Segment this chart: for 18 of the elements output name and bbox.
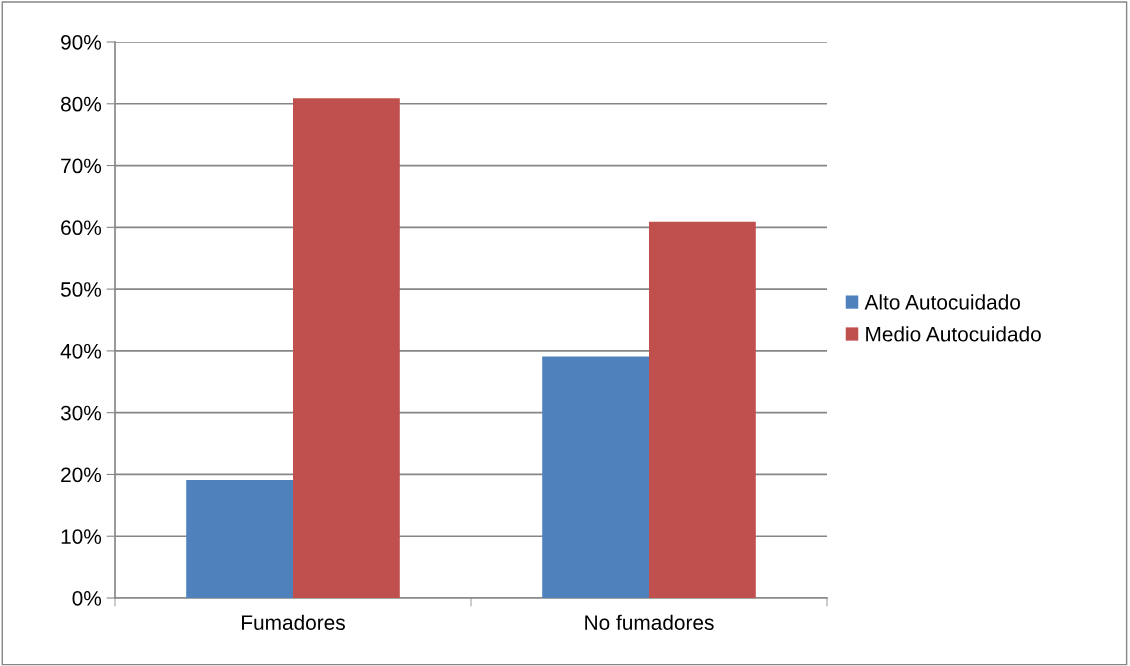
y-tick-label: 60% [61,220,102,236]
legend-label: Medio Autocuidado [866,326,1041,342]
bar [293,98,400,598]
y-tick-label: 90% [61,35,102,50]
y-tick-label: 30% [60,405,102,421]
y-tick-label: 40% [60,343,102,359]
legend-label: Alto Autocuidado [864,294,1020,310]
y-tick-label: 0% [72,591,102,606]
bar [649,221,756,598]
y-tick-label: 50% [60,282,102,297]
bar [542,356,649,598]
x-tick-label: No fumadores [585,614,714,630]
y-tick-label: 20% [61,467,102,483]
y-tick-label: 10% [61,529,102,544]
x-tick-label: Fumadores [242,614,345,630]
y-tick-label: 80% [61,96,102,112]
bar [186,480,293,598]
y-tick-label: 70% [61,158,102,174]
